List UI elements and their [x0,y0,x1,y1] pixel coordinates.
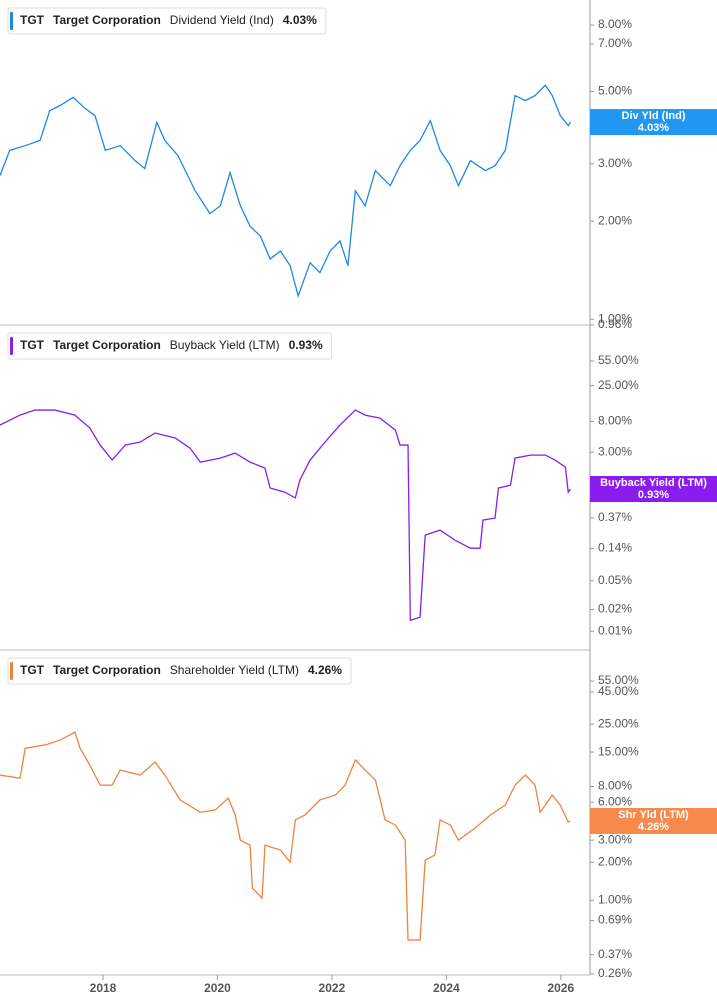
legend-text: TGT [20,13,45,27]
y-tick-label: 6.00% [598,794,632,808]
last-value-name: Shr Yld (LTM) [618,809,689,821]
legend-text: 4.26% [308,663,342,677]
y-tick-label: 0.02% [598,602,632,616]
y-tick-label: 3.00% [598,156,632,170]
y-tick-label: 0.26% [598,966,632,980]
y-tick-label: 8.00% [598,414,632,428]
y-tick-label: 25.00% [598,378,639,392]
y-tick-label: 0.01% [598,623,632,637]
y-tick-label: 0.05% [598,573,632,587]
legend-swatch [10,662,13,680]
last-value-name: Buyback Yield (LTM) [600,477,707,489]
y-tick-label: 0.69% [598,913,632,927]
y-tick-label: 3.00% [598,832,632,846]
y-tick-label: 2.00% [598,855,632,869]
legend-box [7,7,327,35]
series-line [0,409,572,622]
x-tick-label: 2022 [319,981,346,995]
y-tick-label: 55.00% [598,353,639,367]
legend-swatch [10,12,13,30]
last-value-label: 0.93% [638,489,669,501]
y-tick-label: 8.00% [598,17,632,31]
y-tick-label: 2.00% [598,213,632,227]
y-tick-label: 5.00% [598,84,632,98]
y-tick-label: 0.96% [598,317,632,331]
x-tick-label: 2018 [90,981,117,995]
last-value-label: 4.03% [638,122,669,134]
last-value-label: 4.26% [638,821,669,833]
legend-text: Target Corporation [53,338,161,352]
y-tick-label: 45.00% [598,684,639,698]
last-value-box [590,109,717,136]
legend-box [7,657,352,685]
series-line [0,731,571,941]
last-value-box [590,475,717,502]
legend-text: Shareholder Yield (LTM) [170,663,299,677]
legend-text: TGT [20,663,45,677]
x-tick-label: 2024 [433,981,460,995]
y-tick-label: 0.37% [598,510,632,524]
legend-text: Target Corporation [53,663,161,677]
legend-text: Buyback Yield (LTM) [170,338,280,352]
last-value-box [590,807,717,834]
y-tick-label: 3.00% [598,444,632,458]
y-tick-label: 15.00% [598,744,639,758]
legend-swatch [10,337,13,355]
series-line [0,84,572,298]
last-value-name: Div Yld (Ind) [622,110,686,122]
legend-text: 0.93% [289,338,323,352]
y-tick-label: 1.00% [598,311,632,325]
y-tick-label: 25.00% [598,716,639,730]
x-tick-label: 2026 [547,981,574,995]
legend-text: 4.03% [283,13,317,27]
y-tick-label: 8.00% [598,779,632,793]
y-tick-label: 7.00% [598,36,632,50]
y-tick-label: 0.37% [598,947,632,961]
legend-box [7,332,333,360]
x-tick-label: 2020 [204,981,231,995]
y-tick-label: 55.00% [598,673,639,687]
legend-text: Target Corporation [53,13,161,27]
y-tick-label: 0.14% [598,541,632,555]
y-tick-label: 1.00% [598,892,632,906]
legend-text: Dividend Yield (Ind) [170,13,274,27]
legend-text: TGT [20,338,45,352]
